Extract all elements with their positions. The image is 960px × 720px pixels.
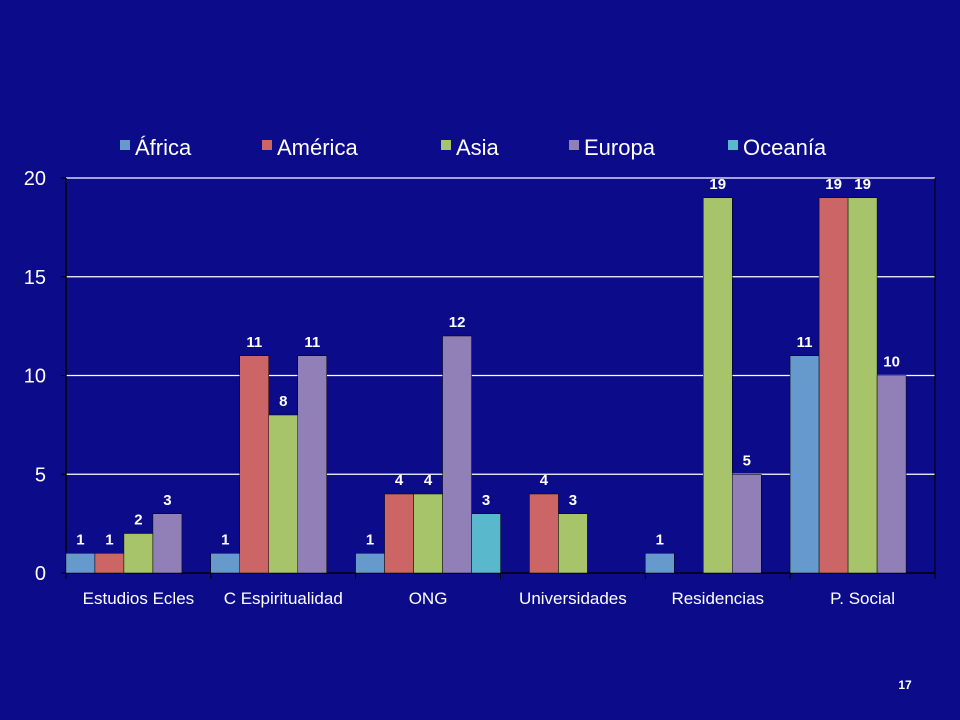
bar-ong-asia bbox=[413, 493, 443, 574]
bars bbox=[65, 197, 907, 574]
x-axis: Estudios Ecles C Espiritualidad ONG Univers… bbox=[65, 573, 936, 608]
bar-estudios-ecles-europa bbox=[152, 513, 183, 574]
bar-c-espiritualidad-europa bbox=[297, 355, 327, 574]
chart-legend: África América Asia Europa Oceanía bbox=[120, 135, 827, 160]
x-tick-label-residencias: Residencias bbox=[671, 589, 764, 608]
data-label-c-espiritualidad-america: 11 bbox=[246, 334, 262, 351]
legend-label-africa: África bbox=[135, 135, 192, 160]
bar-p-social-america bbox=[818, 197, 849, 574]
x-tick-label-ong: ONG bbox=[409, 589, 448, 608]
x-tick-label-c-espiritualidad: C Espiritualidad bbox=[224, 589, 343, 608]
page-number: 17 bbox=[898, 678, 912, 692]
bar-p-social-europa bbox=[876, 375, 907, 574]
data-label-estudios-ecles-america: 1 bbox=[105, 531, 113, 548]
data-label-c-espiritualidad-europa: 11 bbox=[304, 334, 320, 351]
bar-ong-oceania bbox=[471, 513, 501, 574]
legend-label-asia: Asia bbox=[456, 135, 500, 160]
bar-residencias-asia bbox=[703, 197, 733, 574]
data-label-p-social-africa: 11 bbox=[797, 334, 813, 351]
bar-estudios-ecles-asia bbox=[123, 533, 154, 574]
y-tick-label-15: 15 bbox=[24, 267, 46, 289]
x-tick-label-estudios-ecles: Estudios Ecles bbox=[83, 589, 195, 608]
data-label-residencias-africa: 1 bbox=[656, 531, 664, 548]
bar-p-social-asia bbox=[847, 197, 878, 574]
data-label-ong-oceania: 3 bbox=[482, 492, 490, 509]
data-label-universidades-asia: 3 bbox=[569, 492, 577, 509]
bar-c-espiritualidad-africa bbox=[210, 553, 240, 574]
legend-swatch-oceania bbox=[728, 140, 738, 150]
bar-p-social-africa bbox=[789, 355, 820, 574]
bar-c-espiritualidad-asia bbox=[268, 414, 298, 574]
x-tick-label-universidades: Universidades bbox=[519, 589, 627, 608]
data-label-residencias-asia: 19 bbox=[709, 176, 726, 193]
bar-estudios-ecles-america bbox=[94, 553, 125, 574]
y-tick-label-0: 0 bbox=[35, 563, 46, 585]
legend-swatch-europa bbox=[569, 140, 579, 150]
y-tick-label-5: 5 bbox=[35, 464, 46, 486]
bar-ong-america bbox=[384, 493, 414, 574]
bar-universidades-america bbox=[529, 493, 559, 574]
data-label-universidades-america: 4 bbox=[540, 472, 549, 489]
legend-label-europa: Europa bbox=[584, 135, 656, 160]
bar-estudios-ecles-africa bbox=[65, 553, 96, 574]
data-label-residencias-europa: 5 bbox=[743, 452, 751, 469]
data-label-estudios-ecles-africa: 1 bbox=[76, 531, 84, 548]
data-label-c-espiritualidad-africa: 1 bbox=[221, 531, 229, 548]
data-label-p-social-asia: 19 bbox=[854, 176, 871, 193]
data-label-p-social-europa: 10 bbox=[883, 354, 900, 371]
data-label-estudios-ecles-asia: 2 bbox=[134, 512, 142, 529]
y-tick-label-20: 20 bbox=[24, 168, 46, 190]
data-label-estudios-ecles-europa: 3 bbox=[163, 492, 171, 509]
data-label-p-social-america: 19 bbox=[825, 176, 842, 193]
data-label-ong-europa: 12 bbox=[449, 314, 466, 331]
data-label-ong-america: 4 bbox=[395, 472, 404, 489]
data-label-c-espiritualidad-asia: 8 bbox=[279, 393, 287, 410]
data-label-ong-africa: 1 bbox=[366, 531, 374, 548]
x-tick-label-p-social: P. Social bbox=[830, 589, 895, 608]
legend-label-america: América bbox=[277, 135, 358, 160]
bar-ong-europa bbox=[442, 335, 472, 574]
legend-label-oceania: Oceanía bbox=[743, 135, 827, 160]
y-tick-label-10: 10 bbox=[24, 366, 46, 388]
legend-swatch-asia bbox=[441, 140, 451, 150]
bar-universidades-asia bbox=[558, 513, 588, 574]
legend-swatch-america bbox=[262, 140, 272, 150]
bar-residencias-europa bbox=[732, 474, 762, 574]
bar-c-espiritualidad-america bbox=[239, 355, 269, 574]
bar-ong-africa bbox=[355, 553, 385, 574]
bar-residencias-africa bbox=[645, 553, 675, 574]
data-label-ong-asia: 4 bbox=[424, 472, 433, 489]
legend-swatch-africa bbox=[120, 140, 130, 150]
